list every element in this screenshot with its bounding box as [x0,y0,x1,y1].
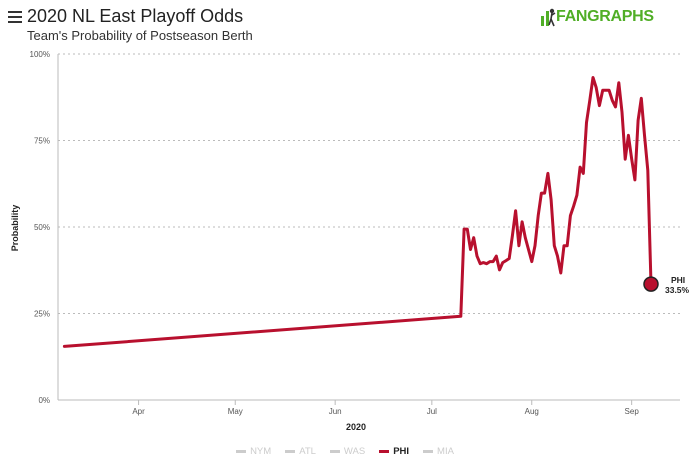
legend-swatch [285,450,296,453]
x-tick-label: Jul [427,407,437,416]
series-line-phi [62,76,653,348]
axis-layer: 0% 25% 50% 75% 100% Apr May Jun Jul Aug Sep [30,50,640,416]
legend-item-mia[interactable]: MIA [423,446,454,457]
x-tick-label: May [228,407,243,416]
legend-label: PHI [393,446,410,457]
chart-subtitle: Team's Probability of Postseason Berth [27,28,253,43]
y-tick-label: 25% [34,310,50,319]
fangraphs-logo-icon [541,8,556,27]
y-tick-label: 75% [34,137,50,146]
series-end-marker [643,276,659,292]
chart-header: 2020 NL East Playoff Odds Team's Probabi… [0,0,690,50]
legend-label: ATL [299,446,316,457]
legend-swatch [236,450,247,453]
x-tick-label: Jun [329,407,342,416]
x-axis-label: 2020 [346,422,366,432]
legend-swatch [379,450,390,453]
menu-icon[interactable] [8,11,22,23]
grid-layer [58,53,680,401]
x-tick-label: Sep [625,407,640,416]
chart-title: 2020 NL East Playoff Odds [27,6,244,26]
legend: NYM ATL WAS PHI MIA [0,446,690,457]
end-label-team: PHI [671,275,685,285]
fangraphs-logo[interactable]: FANGRAPHS [540,6,654,28]
y-tick-label: 100% [30,50,50,59]
playoff-odds-chart: 0% 25% 50% 75% 100% Apr May Jun Jul Aug Sep Probab… [10,50,690,432]
legend-label: MIA [437,446,454,457]
x-tick-label: Apr [132,407,145,416]
legend-swatch [329,450,340,453]
legend-item-was[interactable]: WAS [329,446,366,457]
legend-item-nym[interactable]: NYM [236,446,271,457]
legend-item-atl[interactable]: ATL [285,446,316,457]
end-label-value: 33.5% [665,285,690,295]
y-tick-label: 0% [38,396,50,405]
legend-label: NYM [250,446,272,457]
x-tick-label: Aug [525,407,539,416]
legend-swatch [423,450,434,453]
legend-item-phi[interactable]: PHI [379,446,409,457]
legend-label: WAS [343,446,366,457]
y-tick-label: 50% [34,223,50,232]
y-axis-label: Probability [10,205,20,252]
fangraphs-logo-text: FANGRAPHS [556,8,654,25]
